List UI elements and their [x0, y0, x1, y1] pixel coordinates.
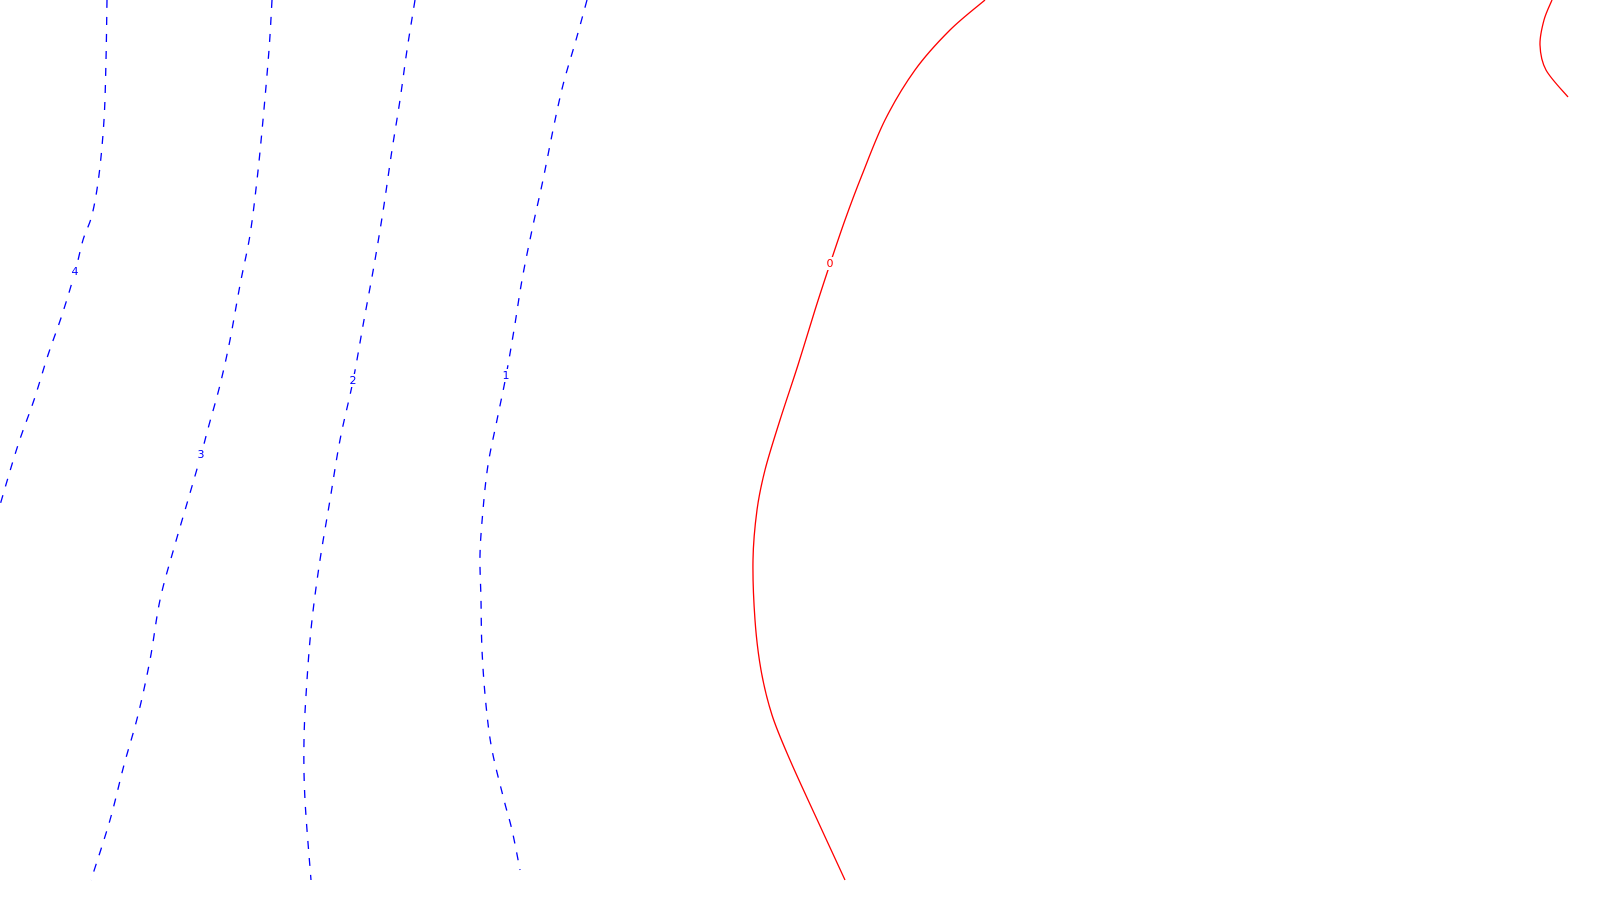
contour-label-background: [71, 265, 79, 278]
contour-line-level-4-0: [0, 0, 108, 506]
contour-label-4: 4: [72, 265, 79, 278]
contour-label-1: 1: [503, 369, 510, 382]
contour-label-3: 3: [198, 448, 205, 461]
contour-line-level-0-4: [752, 0, 986, 881]
contour-label-background: [502, 369, 510, 382]
contour-label-2: 2: [350, 374, 357, 387]
contour-label-0: 0: [827, 257, 834, 270]
contour-line-level-0-5: [1539, 0, 1569, 98]
contour-line-level-1-3: [479, 0, 588, 871]
contour-label-background: [349, 374, 357, 387]
contour-label-background: [197, 448, 205, 461]
contour-lines: [0, 0, 1569, 881]
contour-line-level-3-1: [90, 0, 273, 881]
contour-label-background: [826, 257, 834, 270]
contour-labels: 4 3 2 1 0: [71, 257, 834, 461]
